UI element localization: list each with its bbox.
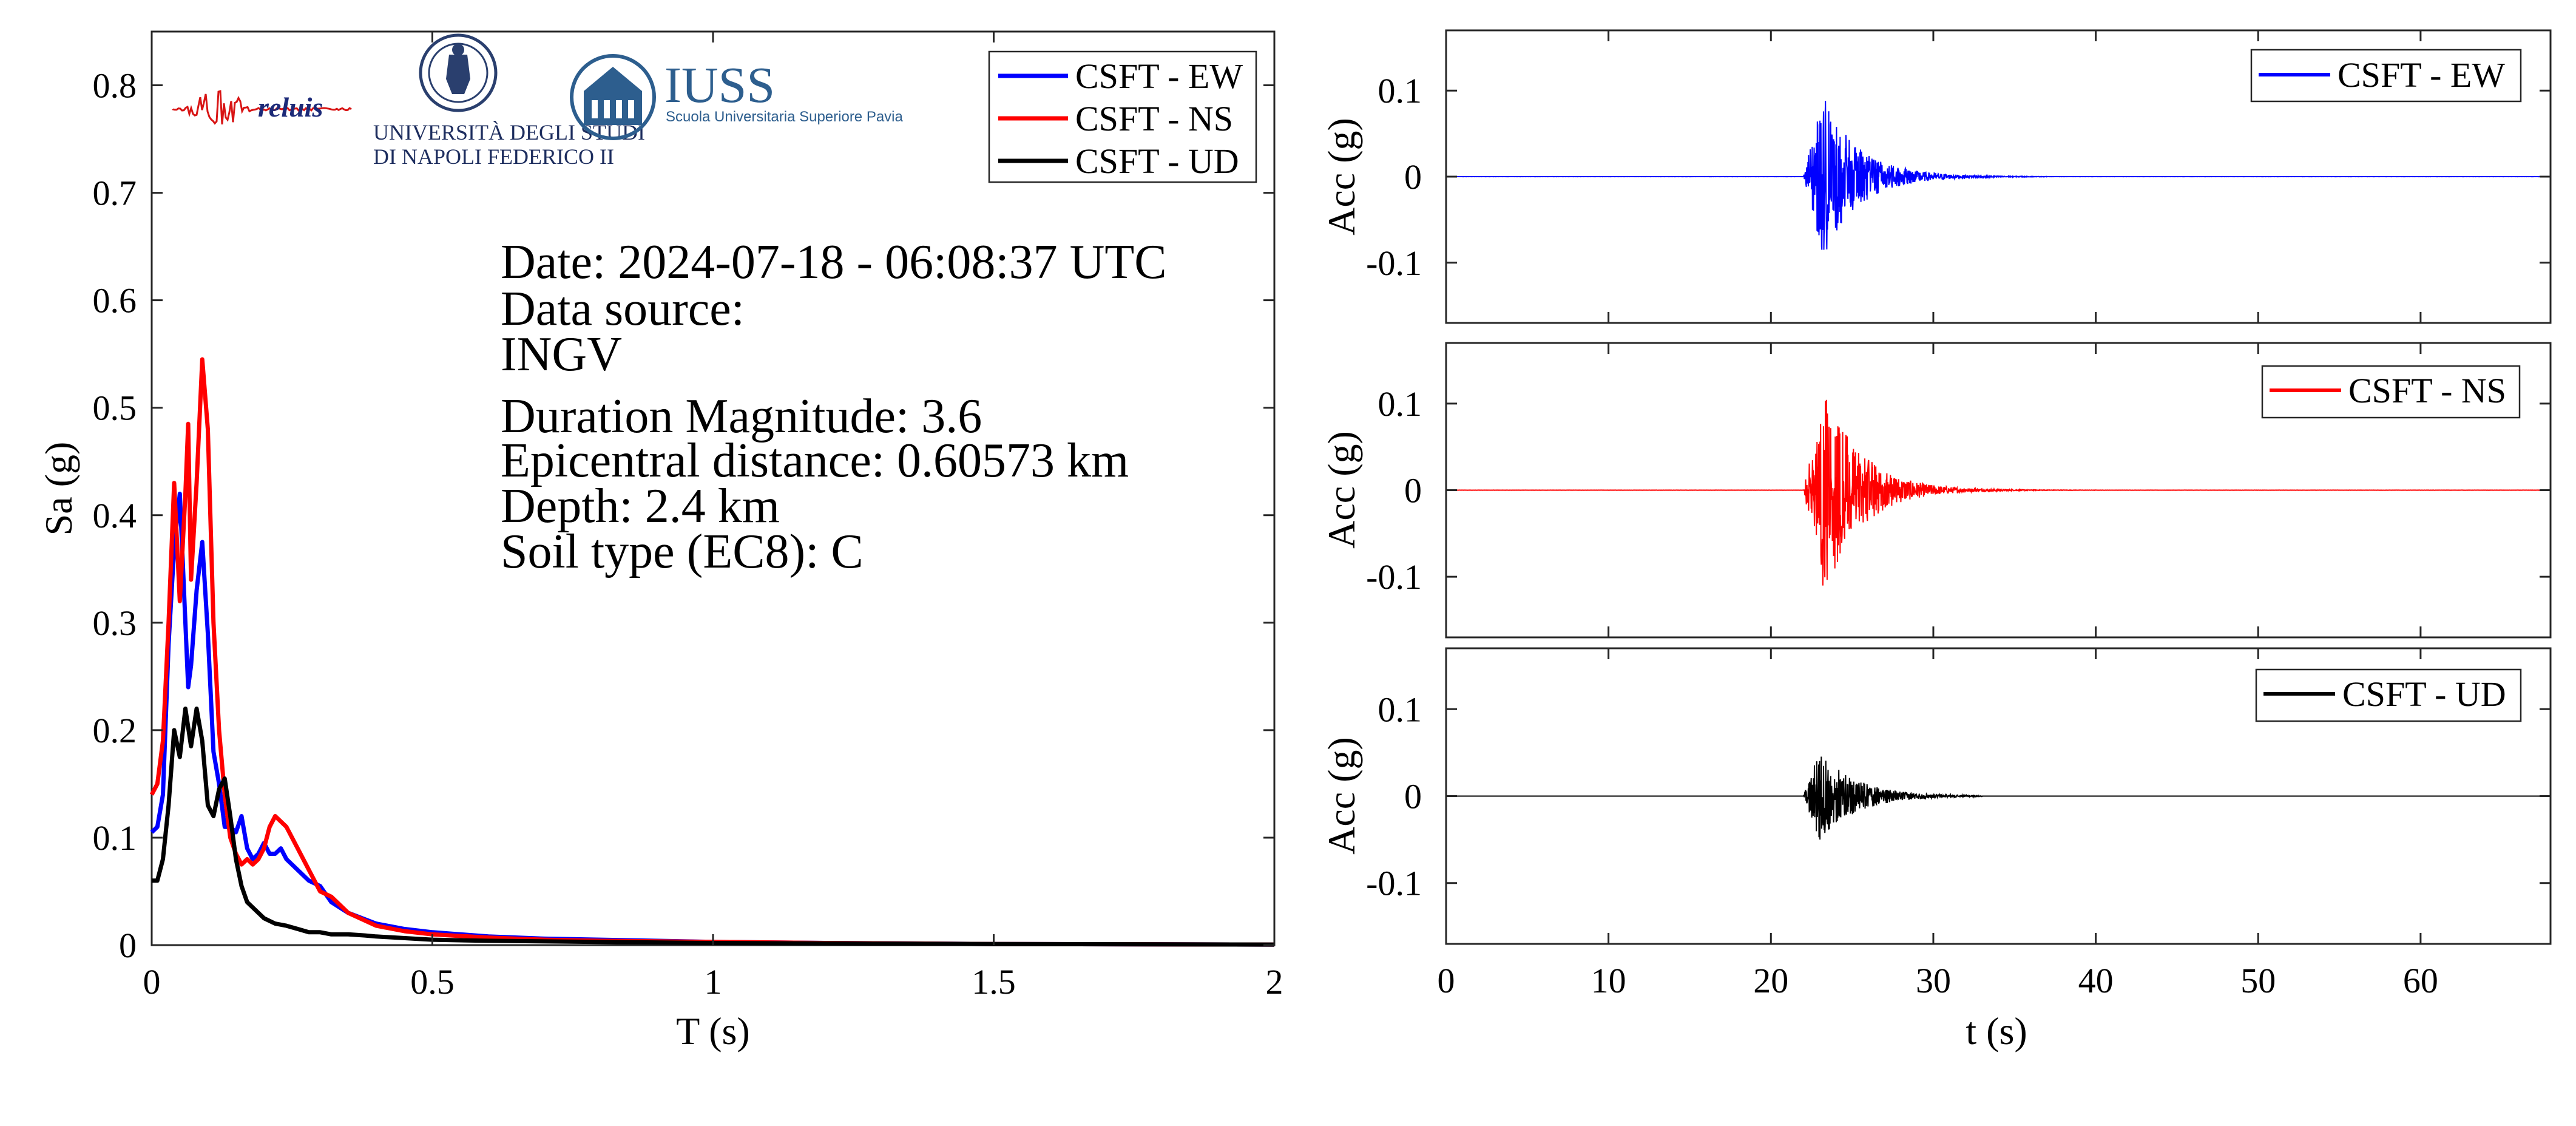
acc-x-tick-label: 60 xyxy=(2403,961,2438,1000)
acc-y-tick-label: -0.1 xyxy=(1366,557,1422,597)
spectrum-series-group xyxy=(149,357,1275,947)
acc-x-tick-label: 50 xyxy=(2240,961,2276,1000)
spectrum-y-tick-label: 0.1 xyxy=(93,818,137,858)
spectrum-x-label: T (s) xyxy=(676,1009,749,1053)
spectrum-x-tick-label: 1.5 xyxy=(972,962,1016,1002)
acc-trace-1 xyxy=(1445,399,2551,586)
spectrum-y-tick-label: 0.5 xyxy=(93,388,137,428)
spectrum-series-1 xyxy=(149,357,1275,947)
info-distance: Epicentral distance: 0.60573 km xyxy=(501,434,1129,487)
time-x-label: t (s) xyxy=(1966,1009,2027,1053)
iuss-title: IUSS xyxy=(664,57,775,114)
info-source-value: INGV xyxy=(501,328,622,381)
acc-y-tick-label: 0 xyxy=(1404,157,1422,197)
ew-legend-label: CSFT - EW xyxy=(2338,55,2505,95)
logos: reluis UNIVERSITÀ DEGLI STUDI DI NAPOLI … xyxy=(172,33,904,169)
ud-legend-label: CSFT - UD xyxy=(2342,674,2506,714)
info-depth: Depth: 2.4 km xyxy=(501,480,780,533)
ew-ticks: -0.1 0 0.1 xyxy=(1366,30,2551,323)
acc-x-tick-label: 0 xyxy=(1438,961,1455,1000)
spectrum-y-label: Sa (g) xyxy=(37,442,80,536)
acc-x-tick-label: 20 xyxy=(1753,961,1788,1000)
acc-y-tick-label: 0.1 xyxy=(1378,71,1422,110)
acc-x-tick-label: 10 xyxy=(1591,961,1626,1000)
spectrum-series-2 xyxy=(152,707,1275,947)
acc-y-tick-label: 0.1 xyxy=(1378,690,1422,729)
accelerogram-ud-panel: -0.100.10 10 20 30 40 50 60 Acc (g) CSFT - UD … xyxy=(1320,647,2552,1053)
response-spectrum-chart: 0 0.5 1 1.5 2 0 0.1 0.2 0.3 0.4 0.5 0.6 0.7 0.8 T (s)… xyxy=(37,30,1283,1053)
spectrum-x-tick-label: 0 xyxy=(143,962,161,1002)
acc-y-tick-label: -0.1 xyxy=(1366,243,1422,283)
acc-x-tick-label: 30 xyxy=(1916,961,1951,1000)
reluis-logo-text: reluis xyxy=(258,92,323,123)
spectrum-y-tick-label: 0.7 xyxy=(93,174,137,213)
acc-trace-2 xyxy=(1446,756,2551,840)
ew-trace-group xyxy=(1445,101,2551,250)
spectrum-y-tick-label: 0.6 xyxy=(93,281,137,321)
spectrum-plot-area xyxy=(150,30,1276,946)
accelerogram-ns-panel: -0.1 0 0.1 Acc (g) CSFT - NS xyxy=(1320,342,2552,639)
spectrum-legend: CSFT - EW CSFT - NS CSFT - UD xyxy=(988,50,1257,183)
ns-ticks: -0.1 0 0.1 xyxy=(1366,343,2551,637)
acc-y-tick-label: 0 xyxy=(1404,471,1422,510)
ud-trace-group xyxy=(1446,756,2551,840)
event-info-block: Date: 2024-07-18 - 06:08:37 UTC Data sou… xyxy=(501,236,1167,578)
ud-y-label: Acc (g) xyxy=(1320,737,1363,855)
legend-label-ew: CSFT - EW xyxy=(1075,56,1243,96)
ns-y-label: Acc (g) xyxy=(1320,431,1363,549)
legend-label-ud: CSFT - UD xyxy=(1075,141,1239,181)
unina-line-2: DI NAPOLI FEDERICO II xyxy=(373,144,614,169)
spectrum-y-tick-label: 0 xyxy=(119,926,137,965)
acc-trace-0 xyxy=(1445,101,2551,250)
acc-y-tick-label: 0.1 xyxy=(1378,384,1422,424)
iuss-building-icon xyxy=(570,54,656,140)
seismogram-logo-icon: reluis xyxy=(172,90,352,125)
university-seal-icon xyxy=(419,33,498,112)
ns-legend-label: CSFT - NS xyxy=(2348,371,2506,410)
spectrum-x-tick-label: 1 xyxy=(705,962,722,1002)
info-date: Date: 2024-07-18 - 06:08:37 UTC xyxy=(501,236,1167,289)
spectrum-y-tick-label: 0.3 xyxy=(93,603,137,643)
acc-y-tick-label: -0.1 xyxy=(1366,864,1422,903)
spectrum-y-tick-label: 0.8 xyxy=(93,66,137,106)
spectrum-x-tick-label: 2 xyxy=(1266,962,1283,1002)
info-magnitude: Duration Magnitude: 3.6 xyxy=(501,390,982,443)
accelerogram-ew-panel: -0.1 0 0.1 Acc (g) CSFT - EW xyxy=(1320,29,2552,324)
spectrum-y-tick-label: 0.2 xyxy=(93,711,137,750)
spectrum-ticks: 0 0.5 1 1.5 2 0 0.1 0.2 0.3 0.4 0.5 0.6 0.7 0.8 xyxy=(93,32,1283,1002)
spectrum-x-tick-label: 0.5 xyxy=(410,962,455,1002)
legend-label-ns: CSFT - NS xyxy=(1075,99,1233,138)
ns-trace-group xyxy=(1445,399,2551,586)
info-source-label: Data source: xyxy=(501,282,745,336)
acc-y-tick-label: 0 xyxy=(1404,777,1422,816)
info-soil: Soil type (EC8): C xyxy=(501,525,864,578)
acc-x-tick-label: 40 xyxy=(2078,961,2114,1000)
ud-ticks: -0.1 0 0.1 0 10 20 30 40 50 60 xyxy=(1366,648,2551,1000)
spectrum-y-tick-label: 0.4 xyxy=(93,496,137,535)
iuss-subtitle: Scuola Universitaria Superiore Pavia xyxy=(666,109,904,125)
ew-y-label: Acc (g) xyxy=(1320,118,1363,236)
